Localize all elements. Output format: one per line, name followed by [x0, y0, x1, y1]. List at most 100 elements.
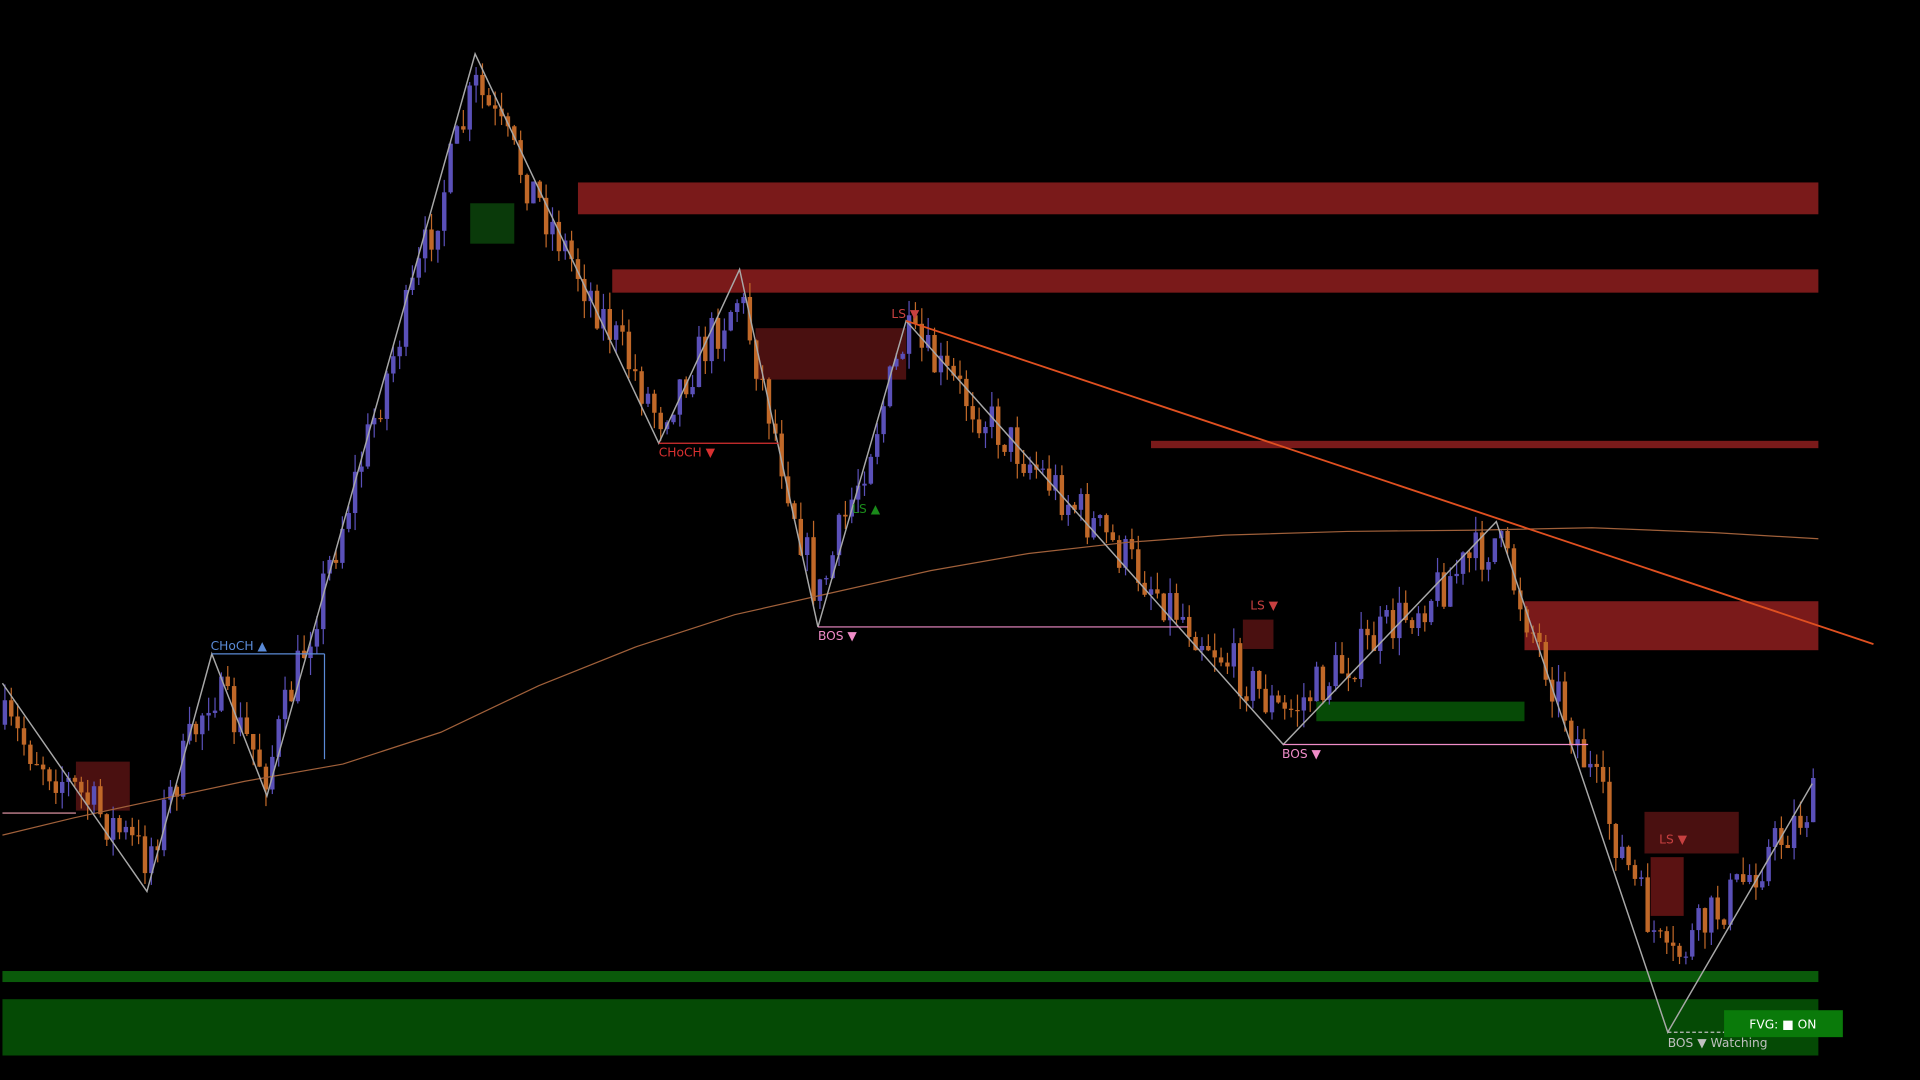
candle-body [582, 278, 587, 302]
candle-body [1505, 530, 1510, 549]
candle-body [251, 734, 256, 750]
candle-body [1365, 628, 1370, 636]
demand-block [470, 203, 515, 244]
candle-body [1288, 708, 1294, 710]
candle-body [1187, 616, 1192, 637]
candle-body [1664, 931, 1669, 943]
candle-body [1212, 650, 1217, 658]
candle-body [53, 781, 59, 793]
candle-body [340, 528, 345, 563]
candle-body [1607, 781, 1612, 824]
candle-body [2, 700, 8, 725]
candle-body [422, 229, 428, 259]
candle-body [1543, 641, 1548, 680]
candle-body [1454, 573, 1459, 577]
candle-body [15, 716, 20, 729]
candle-body [792, 503, 797, 519]
candle-body [709, 317, 714, 362]
candle-body [1378, 616, 1383, 651]
candle-body [168, 786, 173, 800]
candle-body [142, 836, 148, 874]
candle-body [231, 686, 237, 733]
candle-body [970, 406, 975, 420]
candle-body [824, 578, 829, 580]
candle-body [684, 379, 689, 395]
candle-body [620, 325, 625, 332]
candle-body [601, 309, 606, 329]
candle-body [1448, 576, 1453, 607]
candle-body [410, 277, 415, 290]
candle-body [1066, 504, 1071, 515]
candle-body [403, 289, 409, 347]
candle-body [1441, 572, 1447, 607]
candle-body [429, 229, 434, 250]
candle-body [257, 749, 262, 767]
candle-body [1416, 613, 1421, 629]
annotation-label: BOS ▼ [818, 629, 857, 643]
candle-body [174, 786, 180, 797]
candle-body [149, 846, 154, 874]
candle-body [804, 537, 810, 556]
candle-body [1390, 610, 1396, 639]
candle-body [1766, 846, 1771, 882]
candle-body [594, 290, 600, 329]
candle-body [1282, 702, 1287, 709]
candle-body [1760, 881, 1765, 888]
candle-body [1021, 463, 1026, 473]
candle-body [1588, 763, 1593, 768]
candle-body [1747, 875, 1752, 882]
candle-body [728, 312, 733, 331]
candle-body [454, 126, 460, 144]
candle-body [1046, 468, 1052, 491]
candle-body [1600, 766, 1606, 782]
order-block [755, 328, 907, 380]
candle-body [1002, 444, 1007, 452]
candle-body [308, 646, 313, 659]
candle-body [543, 197, 549, 235]
candle-body [378, 417, 383, 420]
candle-body [289, 689, 294, 702]
candle-body [193, 723, 199, 735]
candle-body [1320, 666, 1326, 700]
candle-body [1314, 666, 1319, 702]
candle-body [1632, 865, 1638, 879]
candle-body [1715, 897, 1720, 920]
candle-body [524, 174, 530, 204]
candle-body [1123, 539, 1128, 568]
candle-body [123, 826, 129, 833]
candle-body [321, 573, 326, 630]
annotation-label: BOS ▼ [1282, 747, 1321, 761]
fvg-toggle-label[interactable]: FVG: ■ ON [1749, 1017, 1816, 1031]
candle-body [1053, 475, 1058, 491]
candle-body [384, 373, 390, 419]
candle-body [416, 258, 421, 278]
candle-body [372, 417, 377, 425]
candle-body [85, 792, 90, 805]
candle-body [556, 221, 562, 252]
structure-lines [2, 442, 1819, 1033]
candle-body [480, 74, 485, 96]
candle-body [98, 786, 103, 815]
candle-body [117, 818, 122, 833]
candle-body [951, 365, 956, 376]
candle-body [760, 378, 765, 381]
candle-body [773, 423, 778, 434]
candle-body [1174, 593, 1179, 620]
candle-body [270, 756, 275, 790]
fvg-toggle[interactable] [1724, 1010, 1843, 1038]
candle-body [887, 366, 893, 407]
candle-body [1199, 645, 1205, 651]
candle-body [1085, 494, 1090, 538]
candle-body [28, 744, 33, 764]
candle-body [894, 358, 899, 367]
candle-body [1301, 697, 1307, 711]
candle-body [626, 331, 632, 370]
candle-body [830, 555, 835, 579]
supply-zone [612, 269, 1819, 293]
candle-body [155, 846, 160, 851]
candle-body [1027, 464, 1033, 473]
candle-body [1677, 945, 1682, 957]
candle-body [1709, 897, 1714, 933]
candle-body [836, 514, 842, 556]
candle-body [658, 412, 663, 430]
